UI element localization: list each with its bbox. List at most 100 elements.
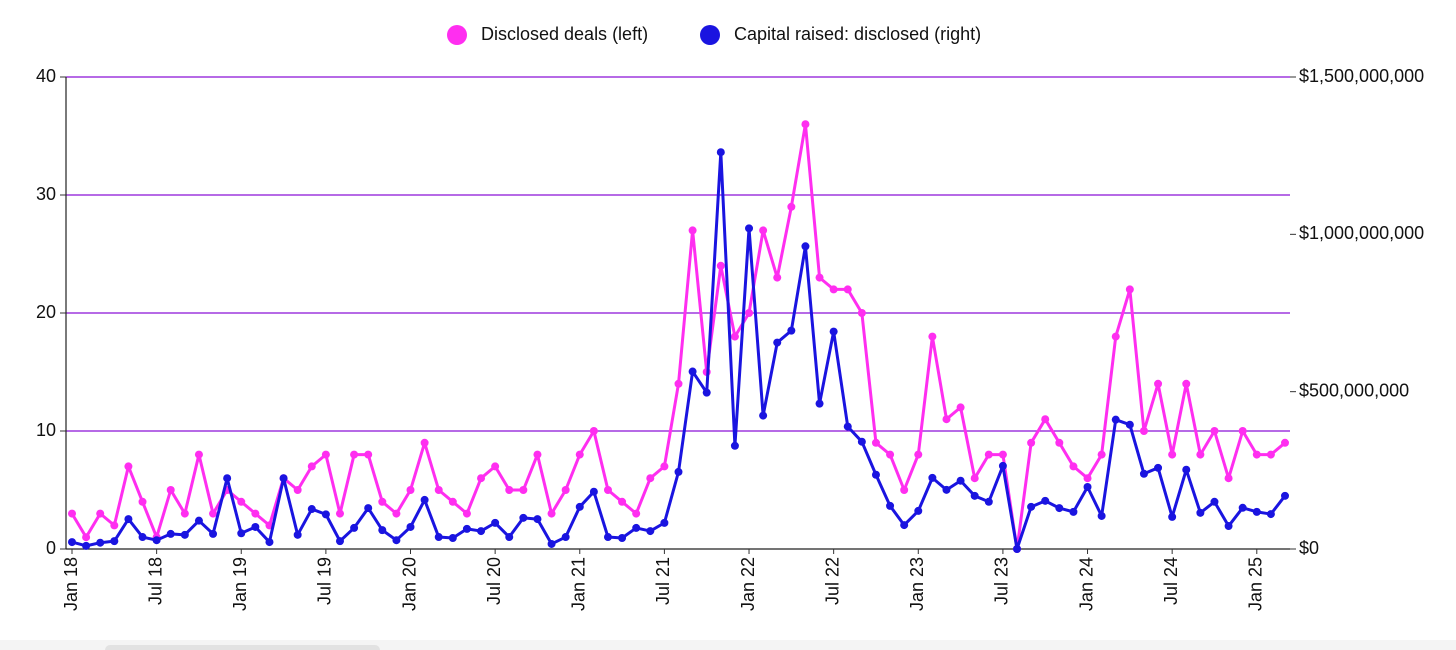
data-point [998, 450, 1007, 459]
data-point [603, 486, 612, 494]
data-point [1224, 474, 1233, 483]
data-point [759, 226, 768, 235]
x-tick-label: Jan 18 [61, 557, 81, 611]
data-point [335, 509, 344, 518]
data-point [674, 467, 683, 476]
data-point [124, 515, 133, 524]
x-tick-label: Jul 20 [484, 557, 504, 605]
data-point [491, 518, 500, 527]
data-point [773, 273, 782, 282]
data-point [124, 462, 133, 471]
data-point [843, 285, 852, 294]
data-point [575, 450, 584, 459]
data-point [364, 504, 373, 513]
x-tick-label: Jul 23 [992, 557, 1012, 605]
data-point [956, 403, 965, 412]
data-point [815, 399, 824, 408]
data-point [561, 533, 570, 542]
data-point [1238, 503, 1247, 512]
data-point [547, 509, 556, 518]
data-point [223, 474, 232, 483]
data-point [265, 538, 274, 547]
data-point [448, 497, 457, 506]
data-point [646, 474, 655, 483]
data-point [321, 510, 330, 519]
y2-tick-label: $1,500,000,000 [1299, 66, 1424, 86]
data-point [956, 476, 965, 485]
data-point [730, 441, 739, 450]
data-point [632, 523, 641, 532]
data-point [378, 526, 387, 535]
data-point [378, 497, 387, 506]
data-point [1055, 504, 1064, 513]
data-point [1125, 285, 1134, 294]
data-point [942, 415, 951, 424]
data-point [1027, 502, 1036, 511]
data-point [251, 509, 260, 518]
data-point [984, 497, 993, 506]
data-point [773, 338, 782, 347]
data-point [1252, 450, 1261, 459]
data-point [434, 533, 443, 542]
x-tick-label: Jan 24 [1076, 557, 1096, 611]
data-point [237, 497, 246, 506]
data-point [1055, 438, 1064, 447]
data-point [448, 533, 457, 542]
data-point [646, 527, 655, 536]
data-point [575, 502, 584, 511]
data-point [829, 327, 838, 336]
data-point [886, 450, 895, 459]
data-point [477, 474, 486, 483]
data-point [759, 411, 768, 420]
data-point [194, 450, 203, 459]
data-point [364, 450, 373, 459]
data-point [857, 309, 866, 317]
data-point [688, 226, 697, 235]
data-point [914, 506, 923, 515]
data-point [745, 309, 754, 317]
data-point [660, 518, 669, 527]
data-point [688, 367, 697, 376]
data-point [928, 332, 937, 341]
data-point [1238, 427, 1247, 435]
y2-tick-label: $1,000,000,000 [1299, 223, 1424, 243]
data-point [1281, 491, 1289, 500]
data-point [350, 523, 359, 532]
data-point [68, 538, 76, 547]
x-tick-label: Jan 23 [907, 557, 927, 611]
x-tick-label: Jan 25 [1246, 557, 1266, 611]
data-point [801, 120, 810, 129]
data-point [843, 422, 852, 431]
data-point [1196, 450, 1205, 459]
data-point [1154, 379, 1163, 388]
data-point [1182, 465, 1191, 474]
data-point [871, 470, 880, 479]
data-point [1041, 496, 1050, 505]
data-point [293, 486, 302, 494]
data-point [942, 485, 951, 494]
data-point [350, 450, 359, 459]
data-point [1224, 522, 1233, 531]
data-point [406, 522, 415, 531]
data-point [1097, 511, 1106, 520]
data-point [406, 486, 415, 494]
data-point [392, 509, 401, 518]
legend-label: Disclosed deals (left) [481, 24, 648, 44]
data-point [900, 521, 909, 530]
data-point [857, 437, 866, 446]
data-point [674, 379, 683, 388]
data-point [462, 509, 471, 518]
data-point [307, 462, 316, 471]
data-point [321, 450, 330, 459]
legend-swatch [447, 25, 467, 45]
data-point [209, 509, 218, 518]
data-point [477, 527, 486, 536]
data-point [589, 487, 598, 496]
data-point [462, 524, 471, 533]
data-point [815, 273, 824, 282]
data-point [1139, 469, 1148, 478]
data-point [1083, 474, 1092, 483]
data-point [519, 486, 528, 494]
y2-tick-label: $500,000,000 [1299, 380, 1409, 400]
x-tick-label: Jul 18 [145, 557, 165, 605]
